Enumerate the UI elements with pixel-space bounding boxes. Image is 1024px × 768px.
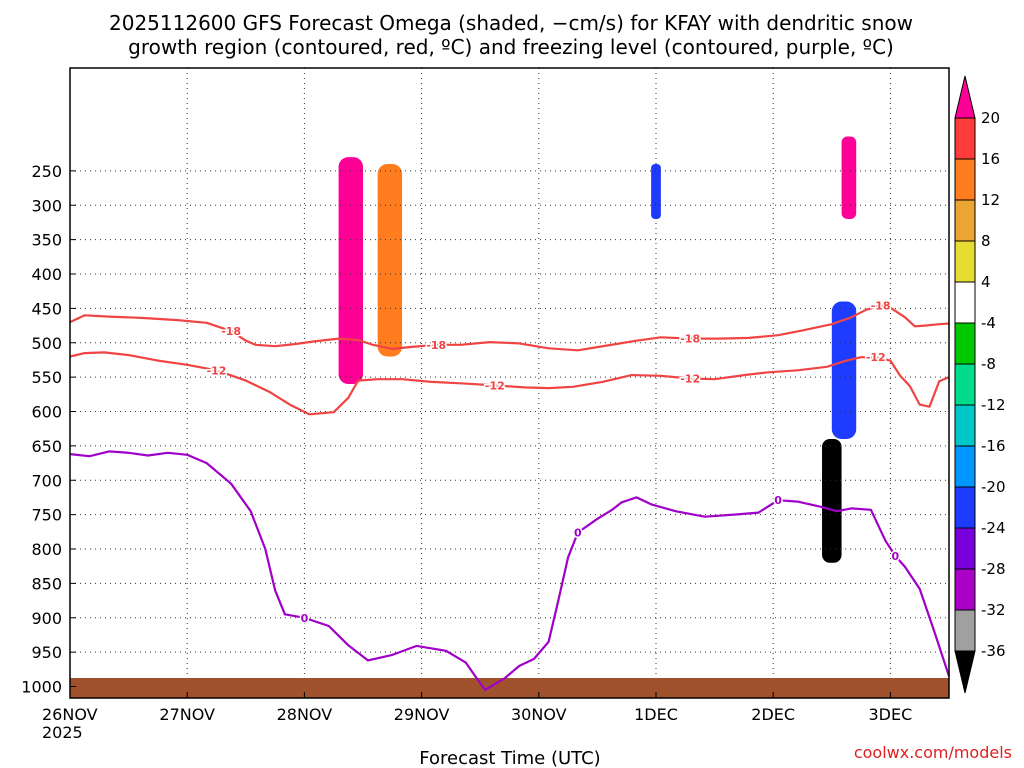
colorbar-label: -24 — [981, 519, 1006, 537]
x-tick-label: 28NOV — [277, 705, 333, 724]
x-tick-label: 26NOV — [42, 705, 98, 724]
y-tick-label: 300 — [31, 196, 62, 215]
y-tick-label: 800 — [31, 540, 62, 559]
contour-label: -12 — [680, 373, 700, 386]
y-tick-label: 550 — [31, 368, 62, 387]
y-tick-label: 500 — [31, 334, 62, 353]
contour-label: -12 — [866, 351, 886, 364]
x-tick-sublabel: 2025 — [42, 723, 83, 742]
contour-label: 0 — [891, 550, 899, 563]
y-tick-label: 850 — [31, 574, 62, 593]
colorbar-bin — [954, 404, 976, 447]
colorbar-label: -32 — [981, 601, 1006, 619]
colorbar-bin — [954, 445, 976, 488]
contour-label: -18 — [221, 325, 241, 338]
y-tick-label: 650 — [31, 437, 62, 456]
y-tick-label: 1000 — [21, 678, 62, 697]
colorbar-label: -16 — [981, 437, 1006, 455]
colorbar-label: 4 — [981, 273, 991, 291]
x-tick-label: 30NOV — [511, 705, 567, 724]
credit-text[interactable]: coolwx.com/models — [854, 743, 1012, 762]
y-axis: 250 300 350 400 450 500 550 600 650 700 750 800 850 9… — [21, 162, 76, 697]
ground-layer — [70, 678, 949, 698]
plot-frame — [69, 67, 950, 699]
contour-label: -12 — [485, 379, 505, 392]
y-tick-label: 350 — [31, 231, 62, 250]
contour-label: 0 — [774, 494, 782, 507]
chart-title-line-1: 2025112600 GFS Forecast Omega (shaded, −… — [109, 11, 913, 35]
colorbar-label: -8 — [981, 355, 996, 373]
contour-line — [69, 450, 951, 692]
colorbar-bin — [954, 281, 976, 324]
y-tick-label: 400 — [31, 265, 62, 284]
colorbar-bin — [954, 117, 976, 160]
colorbar-arrow-top — [954, 75, 976, 119]
chart-title-line-2: growth region (contoured, red, ºC) and f… — [128, 35, 894, 59]
y-tick-label: 700 — [31, 471, 62, 490]
colorbar-arrow-bottom — [954, 650, 976, 694]
colorbar-label: 20 — [981, 109, 1000, 127]
contour-label: -18 — [680, 333, 700, 346]
colorbar-label: 12 — [981, 191, 1000, 209]
x-tick-label: 2DEC — [751, 705, 795, 724]
plot-background — [70, 68, 949, 698]
colorbar-bin — [954, 363, 976, 406]
colorbar-bin — [954, 609, 976, 652]
colorbar-bin — [954, 199, 976, 242]
colorbar-bin — [954, 486, 976, 529]
y-tick-label: 900 — [31, 609, 62, 628]
colorbar-label: -20 — [981, 478, 1006, 496]
colorbar-bin — [954, 322, 976, 365]
x-tick-label: 27NOV — [159, 705, 215, 724]
colorbar-label: 8 — [981, 232, 991, 250]
x-tick-label: 1DEC — [634, 705, 678, 724]
omega-blob — [377, 164, 403, 357]
colorbar: 20 16 12 8 4 -4 -8 -12 -16 -20 -24 -28 -32 -36 — [954, 75, 1006, 694]
contour-label: -18 — [426, 339, 446, 352]
grid-lines — [70, 68, 949, 698]
omega-blob — [338, 157, 363, 384]
colorbar-label: -12 — [981, 396, 1006, 414]
y-tick-label: 750 — [31, 506, 62, 525]
x-axis-label: Forecast Time (UTC) — [419, 748, 600, 768]
contour-label: 0 — [574, 527, 582, 540]
omega-blob — [822, 439, 842, 563]
y-tick-label: 450 — [31, 299, 62, 318]
x-tick-label: 29NOV — [394, 705, 450, 724]
colorbar-label: 16 — [981, 150, 1000, 168]
contour-label: -18 — [871, 300, 891, 313]
contour-label: 0 — [301, 612, 309, 625]
colorbar-bin — [954, 568, 976, 611]
contour-line — [69, 351, 950, 416]
contour-line — [69, 304, 950, 352]
omega-blob — [651, 164, 661, 219]
omega-blob — [841, 136, 857, 219]
colorbar-bin — [954, 158, 976, 201]
omega-blob — [831, 301, 857, 439]
y-tick-label: 250 — [31, 162, 62, 181]
colorbar-label: -4 — [981, 314, 996, 332]
y-tick-label: 950 — [31, 643, 62, 662]
colorbar-label: -36 — [981, 642, 1006, 660]
y-tick-label: 600 — [31, 403, 62, 422]
x-tick-label: 3DEC — [869, 705, 913, 724]
colorbar-bin — [954, 527, 976, 570]
contour-lines: -18 -18 -18 -18 -12 -12 -12 -12 0 0 0 0 — [69, 298, 951, 692]
colorbar-bin — [954, 240, 976, 283]
colorbar-label: -28 — [981, 560, 1006, 578]
contour-label: -12 — [207, 364, 227, 377]
